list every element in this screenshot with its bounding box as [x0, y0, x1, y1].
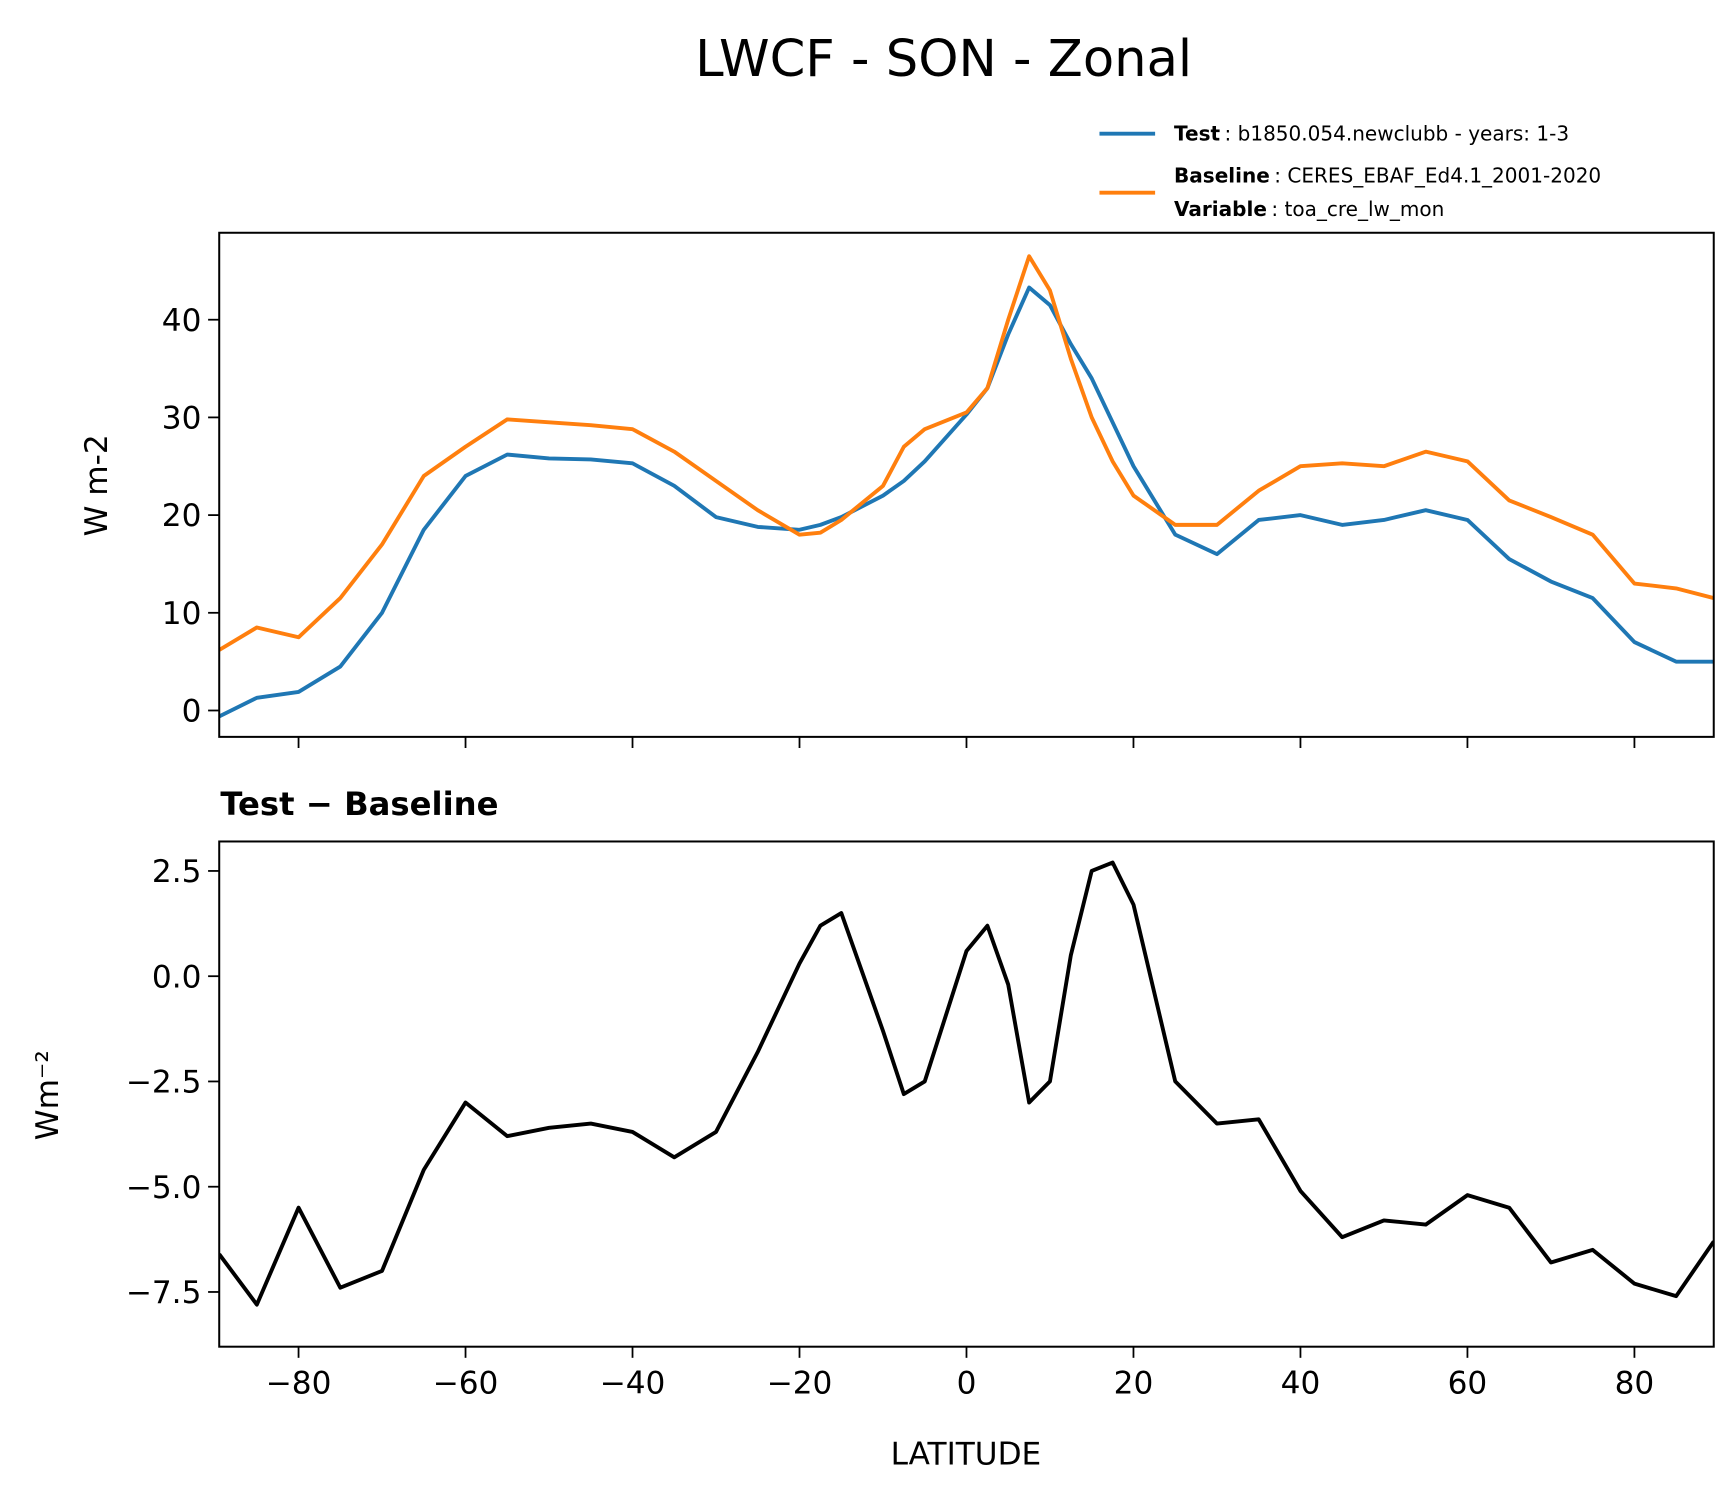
chart-title: LWCF - SON - Zonal: [695, 29, 1192, 89]
legend-note: Variable: toa_cre_lw_mon: [1174, 197, 1444, 221]
legend-info: : CERES_EBAF_Ed4.1_2001-2020: [1274, 164, 1601, 188]
y-tick-label: 40: [162, 303, 202, 339]
x-tick-label: −20: [767, 1365, 833, 1401]
y-tick-label: −2.5: [126, 1065, 202, 1101]
y-tick-label: 0: [182, 694, 202, 730]
legend-name: Test: [1174, 121, 1220, 145]
legend-note-info: : toa_cre_lw_mon: [1271, 197, 1444, 221]
x-tick-label: 0: [957, 1365, 977, 1401]
y-tick-label: 0.0: [152, 959, 202, 995]
y-tick-label: −5.0: [126, 1170, 202, 1206]
y-tick-label: 2.5: [152, 854, 202, 890]
legend-note-name: Variable: [1174, 197, 1267, 221]
data-line: [219, 860, 1714, 1307]
x-tick-label: 20: [1114, 1365, 1154, 1401]
y-tick-label: −7.5: [126, 1275, 202, 1311]
x-tick-label: 80: [1615, 1365, 1655, 1401]
x-axis-label: LATITUDE: [891, 1437, 1042, 1473]
plot-frame: [218, 231, 1715, 738]
legend-name: Baseline: [1174, 164, 1270, 188]
y-tick-label: 10: [162, 596, 202, 632]
x-tick-label: −40: [600, 1365, 666, 1401]
y-tick-label: 20: [162, 498, 202, 534]
legend-entry: Test: b1850.054.newclubb - years: 1-3: [1174, 121, 1569, 145]
legend-info: : b1850.054.newclubb - years: 1-3: [1225, 121, 1570, 145]
x-tick-label: −60: [433, 1365, 499, 1401]
plot-frame: [218, 840, 1715, 1348]
x-tick-label: −80: [266, 1365, 332, 1401]
legend-entry: Baseline: CERES_EBAF_Ed4.1_2001-2020: [1174, 164, 1601, 188]
y-axis-label: W m-2: [79, 434, 115, 536]
x-tick-label: 40: [1281, 1365, 1321, 1401]
y-tick-label: 30: [162, 401, 202, 437]
x-tick-label: 60: [1448, 1365, 1488, 1401]
y-axis-label: Wm⁻²: [30, 1050, 66, 1140]
data-line: [219, 254, 1714, 652]
subplot-title: Test − Baseline: [220, 785, 498, 823]
